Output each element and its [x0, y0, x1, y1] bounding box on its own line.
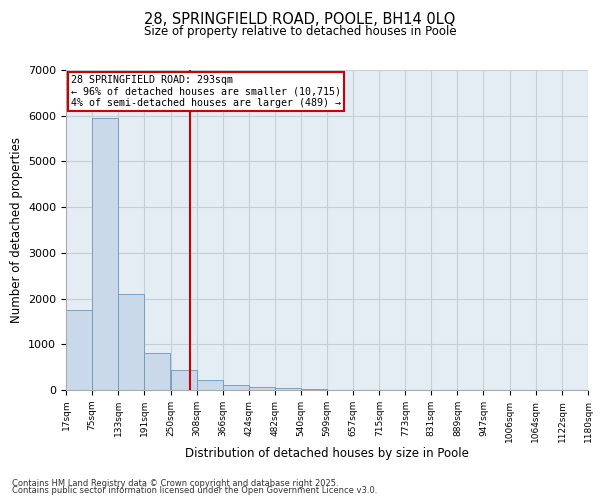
Text: Size of property relative to detached houses in Poole: Size of property relative to detached ho… — [143, 25, 457, 38]
Bar — [249, 387, 275, 390]
Text: 28, SPRINGFIELD ROAD, POOLE, BH14 0LQ: 28, SPRINGFIELD ROAD, POOLE, BH14 0LQ — [145, 12, 455, 28]
Text: 28 SPRINGFIELD ROAD: 293sqm
← 96% of detached houses are smaller (10,715)
4% of : 28 SPRINGFIELD ROAD: 293sqm ← 96% of det… — [71, 75, 341, 108]
Bar — [170, 370, 197, 390]
Y-axis label: Number of detached properties: Number of detached properties — [10, 137, 23, 323]
X-axis label: Distribution of detached houses by size in Poole: Distribution of detached houses by size … — [185, 448, 469, 460]
Bar — [223, 384, 248, 390]
Bar — [197, 380, 223, 390]
Text: Contains public sector information licensed under the Open Government Licence v3: Contains public sector information licen… — [12, 486, 377, 495]
Bar — [301, 389, 326, 390]
Bar — [118, 294, 144, 390]
Bar — [92, 118, 118, 390]
Text: Contains HM Land Registry data © Crown copyright and database right 2025.: Contains HM Land Registry data © Crown c… — [12, 478, 338, 488]
Bar — [144, 354, 170, 390]
Bar — [275, 388, 301, 390]
Bar — [66, 310, 92, 390]
